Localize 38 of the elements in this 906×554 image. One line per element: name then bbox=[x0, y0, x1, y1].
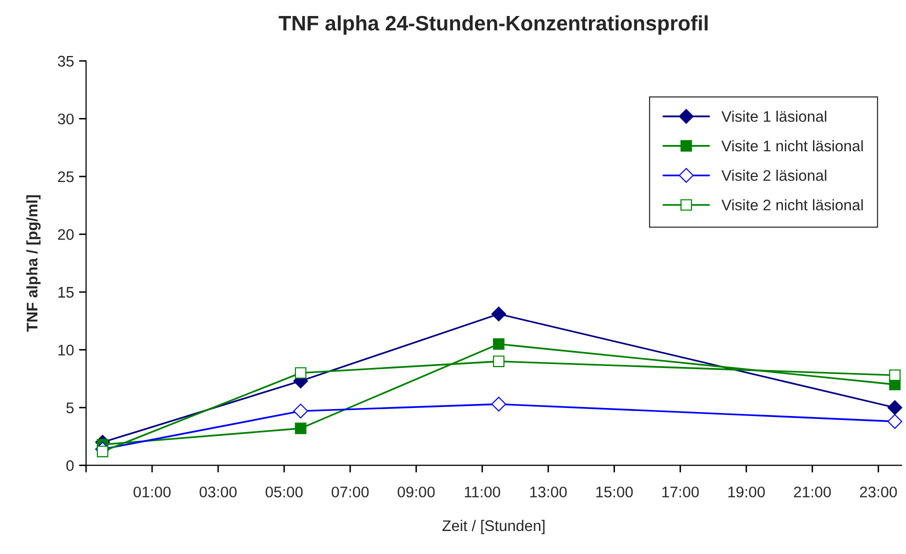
legend-label: Visite 1 nicht läsional bbox=[721, 140, 863, 152]
point bbox=[492, 338, 504, 350]
legend-label: Visite 2 nicht läsional bbox=[721, 199, 863, 210]
x-tick-label: 23:00 bbox=[860, 486, 897, 498]
x-tick-label: 09:00 bbox=[398, 486, 435, 498]
x-tick-label: 21:00 bbox=[794, 486, 831, 498]
y-tick-label: 5 bbox=[66, 402, 74, 414]
y-tick-label: 30 bbox=[58, 114, 74, 124]
y-tick-label: 15 bbox=[58, 287, 74, 298]
point bbox=[294, 422, 306, 434]
y-tick-label: 0 bbox=[66, 460, 74, 472]
x-tick-label: 13:00 bbox=[530, 486, 567, 498]
point bbox=[294, 367, 306, 379]
x-tick-label: 15:00 bbox=[596, 486, 633, 498]
x-tick-label: 17:00 bbox=[662, 486, 699, 498]
chart-title: TNF alpha 24-Stunden-Konzentrationsprofil bbox=[278, 15, 708, 35]
point bbox=[889, 370, 901, 381]
legend-label: Visite 2 läsional bbox=[721, 170, 826, 181]
point bbox=[887, 400, 902, 415]
x-tick-label: 05:00 bbox=[266, 486, 303, 498]
point bbox=[492, 356, 504, 368]
y-tick-label: 35 bbox=[58, 56, 74, 67]
point bbox=[293, 404, 308, 418]
y-tick-label: 25 bbox=[58, 171, 74, 182]
x-axis-title: Zeit / [Stunden] bbox=[442, 520, 544, 534]
x-tick-label: 03:00 bbox=[200, 486, 237, 498]
y-tick-label: 20 bbox=[58, 229, 74, 240]
point bbox=[887, 414, 902, 429]
y-axis-title: TNF alpha / [pg/ml] bbox=[26, 195, 41, 332]
point bbox=[491, 396, 506, 412]
x-tick-label: 19:00 bbox=[728, 486, 765, 498]
x-tick-label: 07:00 bbox=[332, 486, 369, 498]
x-tick-label: 11:00 bbox=[464, 486, 500, 498]
x-tick-label: 01:00 bbox=[134, 486, 171, 498]
legend-label: Visite 1 läsional bbox=[721, 110, 826, 122]
point bbox=[96, 446, 108, 458]
point bbox=[491, 306, 506, 322]
y-tick-label: 10 bbox=[58, 344, 74, 356]
